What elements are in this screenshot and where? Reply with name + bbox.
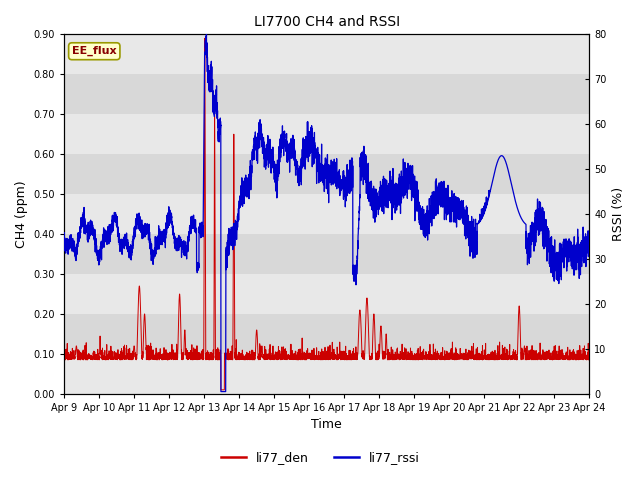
Bar bbox=[64, 354, 589, 394]
Bar bbox=[64, 194, 589, 234]
Text: EE_flux: EE_flux bbox=[72, 46, 116, 56]
Bar bbox=[64, 114, 589, 154]
Bar bbox=[64, 74, 589, 114]
Bar bbox=[64, 35, 589, 74]
Bar bbox=[64, 234, 589, 274]
Y-axis label: RSSI (%): RSSI (%) bbox=[612, 187, 625, 241]
Bar bbox=[64, 314, 589, 354]
Legend: li77_den, li77_rssi: li77_den, li77_rssi bbox=[216, 446, 424, 469]
X-axis label: Time: Time bbox=[311, 419, 342, 432]
Bar bbox=[64, 154, 589, 194]
Title: LI7700 CH4 and RSSI: LI7700 CH4 and RSSI bbox=[253, 15, 400, 29]
Bar bbox=[64, 274, 589, 314]
Y-axis label: CH4 (ppm): CH4 (ppm) bbox=[15, 180, 28, 248]
